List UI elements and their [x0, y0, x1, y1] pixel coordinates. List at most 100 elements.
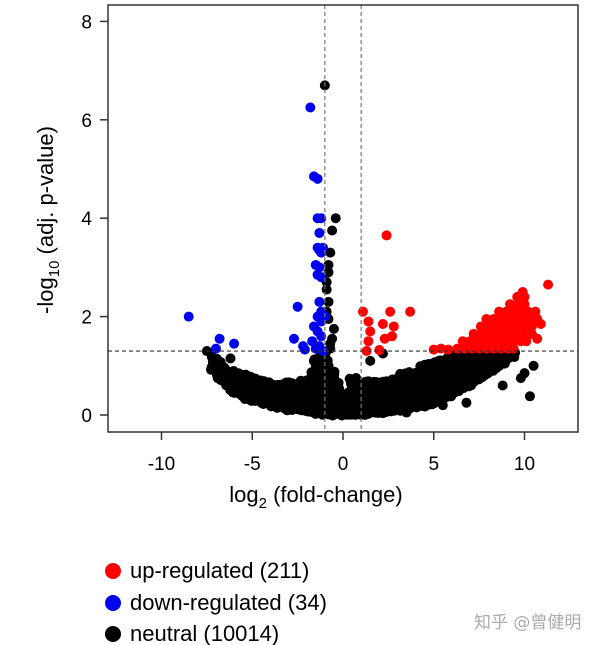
- down-regulated-point: [214, 333, 225, 344]
- y-tick-label: 4: [81, 209, 92, 230]
- up-regulated-point: [361, 346, 372, 357]
- up-regulated-point: [468, 328, 479, 339]
- up-regulated-point: [475, 321, 486, 332]
- down-regulated-point: [292, 301, 303, 312]
- up-regulated-point: [512, 328, 523, 339]
- down-regulated-point: [314, 227, 325, 238]
- y-axis-label-subscript: 10: [46, 261, 63, 278]
- up-regulated-point: [379, 333, 390, 344]
- down-regulated-point: [314, 296, 325, 307]
- up-regulated-point: [508, 306, 519, 317]
- up-regulated-point: [405, 306, 416, 317]
- y-axis-label: -log10 (adj. p-value): [33, 126, 63, 314]
- up-regulated-point: [526, 328, 537, 339]
- up-regulated-point: [365, 326, 376, 337]
- up-regulated-point: [374, 345, 385, 356]
- down-regulated-point: [210, 343, 221, 354]
- up-regulated-point: [530, 306, 541, 317]
- neutral-point: [328, 323, 339, 334]
- plot-frame: [107, 4, 579, 433]
- y-tick-label: 8: [81, 12, 92, 33]
- legend-marker-up: [105, 563, 121, 579]
- up-regulated-point: [519, 328, 530, 339]
- up-regulated-point: [501, 336, 512, 347]
- up-regulated-point: [481, 314, 492, 325]
- up-regulated-point: [357, 306, 368, 317]
- neutral-point: [497, 380, 508, 391]
- down-regulated-point: [229, 338, 240, 349]
- legend-label-neutral: neutral (10014): [130, 621, 279, 645]
- neutral-point: [323, 267, 334, 278]
- down-regulated-point: [312, 173, 323, 184]
- neutral-point: [323, 259, 334, 270]
- up-regulated-point: [517, 287, 528, 297]
- up-regulated-point: [494, 336, 505, 347]
- up-regulated-point: [363, 316, 374, 327]
- neutral-point: [365, 355, 376, 366]
- up-regulated-point: [472, 336, 483, 347]
- up-regulated-point: [488, 314, 499, 325]
- neutral-point: [329, 366, 340, 377]
- x-tick-label: 5: [428, 454, 439, 475]
- threshold-lines: [108, 5, 578, 432]
- data-points: [183, 80, 554, 421]
- down-regulated-point: [183, 311, 194, 322]
- x-tick-label: -5: [244, 454, 261, 475]
- up-regulated-point: [385, 306, 396, 317]
- neutral-point: [327, 225, 338, 236]
- legend: up-regulated (211) down-regulated (34) n…: [105, 558, 327, 645]
- watermark: 知乎 @曾健明: [474, 613, 581, 633]
- legend-marker-neutral: [105, 626, 121, 642]
- neutral-point: [321, 284, 332, 295]
- up-regulated-point: [515, 306, 526, 317]
- down-regulated-point: [316, 213, 327, 224]
- up-regulated-point: [490, 328, 501, 339]
- y-tick-label: 6: [81, 111, 92, 132]
- neutral-point: [524, 391, 535, 402]
- up-regulated-point: [381, 230, 392, 241]
- down-regulated-point: [316, 331, 327, 342]
- x-tick-label: 0: [338, 454, 349, 475]
- neutral-point: [325, 247, 336, 258]
- down-regulated-point: [307, 336, 318, 347]
- up-regulated-point: [504, 299, 515, 310]
- down-regulated-point: [288, 333, 299, 344]
- neutral-point: [528, 360, 539, 371]
- up-regulated-point: [519, 299, 530, 310]
- down-regulated-point: [316, 272, 327, 283]
- x-axis-label-subscript: 2: [259, 495, 267, 512]
- down-regulated-point: [310, 259, 321, 270]
- legend-label-down: down-regulated (34): [130, 590, 327, 615]
- up-regulated-point: [443, 344, 454, 355]
- up-regulated-point: [486, 336, 497, 347]
- axes: -10 -5 0 5 10 0 2 4 6 8: [81, 12, 535, 475]
- up-regulated-point: [483, 328, 494, 339]
- down-regulated-point: [318, 242, 329, 253]
- up-regulated-point: [377, 318, 388, 329]
- up-regulated-point: [504, 328, 515, 339]
- y-tick-label: 0: [81, 406, 92, 427]
- legend-marker-down: [105, 595, 121, 611]
- up-regulated-point: [501, 306, 512, 317]
- legend-label-up: up-regulated (211): [130, 558, 309, 583]
- up-regulated-point: [523, 306, 534, 317]
- neutral-point: [401, 407, 412, 418]
- down-regulated-point: [305, 102, 316, 113]
- up-regulated-point: [465, 336, 476, 347]
- neutral-point: [238, 373, 249, 384]
- up-regulated-point: [543, 279, 554, 290]
- neutral-point: [461, 397, 472, 408]
- x-axis-label: log2 (fold-change): [229, 482, 402, 512]
- neutral-point: [218, 368, 229, 379]
- y-tick-label: 2: [81, 308, 92, 329]
- up-regulated-point: [363, 336, 374, 347]
- x-tick-label: 10: [514, 454, 535, 475]
- up-regulated-point: [512, 299, 523, 310]
- neutral-point: [323, 296, 334, 307]
- up-regulated-point: [494, 306, 505, 317]
- up-regulated-point: [388, 321, 399, 332]
- down-regulated-point: [310, 343, 321, 354]
- up-regulated-point: [497, 328, 508, 339]
- neutral-point: [437, 400, 448, 411]
- neutral-point: [333, 377, 344, 388]
